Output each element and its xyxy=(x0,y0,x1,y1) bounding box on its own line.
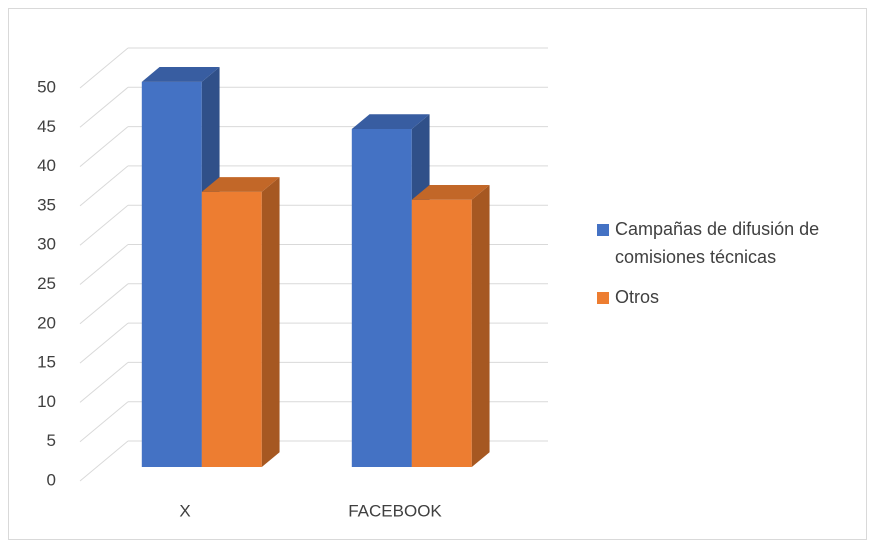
bar-front xyxy=(351,129,412,467)
x-tick-label: X xyxy=(179,501,190,520)
bar-side xyxy=(261,177,280,467)
grid-line-side xyxy=(79,126,129,167)
y-tick-label: 50 xyxy=(37,77,56,96)
grid-line-side xyxy=(79,47,129,89)
grid-line-side xyxy=(79,165,129,207)
y-tick-label: 15 xyxy=(37,353,56,372)
bar-front xyxy=(141,81,202,468)
y-tick-label: 45 xyxy=(37,117,56,136)
bar-top xyxy=(411,184,490,200)
grid-line-side xyxy=(79,244,129,285)
y-tick-label: 20 xyxy=(37,313,56,332)
y-tick-label: 30 xyxy=(37,235,56,254)
bar-side xyxy=(471,184,490,467)
grid-line-side xyxy=(79,283,129,325)
grid-line-side xyxy=(79,362,129,403)
legend-swatch xyxy=(597,292,609,304)
grid-line-side xyxy=(79,440,129,482)
legend-item: Otros xyxy=(597,283,867,311)
bar-top xyxy=(141,67,220,82)
legend-label: Campañas de difusión de comisiones técni… xyxy=(615,219,820,267)
y-tick-label: 35 xyxy=(37,195,56,214)
bar-top xyxy=(201,177,280,192)
y-tick-label: 25 xyxy=(37,274,56,293)
grid-line-side xyxy=(79,322,129,364)
y-tick-label: 0 xyxy=(47,470,56,489)
grid-line-side xyxy=(79,401,129,443)
x-tick-label: FACEBOOK xyxy=(348,501,442,520)
y-tick-label: 40 xyxy=(37,156,56,175)
legend-swatch xyxy=(597,224,609,236)
bar-top xyxy=(351,114,430,130)
legend-item: Campañas de difusión de comisiones técni… xyxy=(597,215,867,271)
legend: Campañas de difusión de comisiones técni… xyxy=(597,215,867,323)
bar-front xyxy=(201,191,262,467)
y-tick-label: 10 xyxy=(37,392,56,411)
legend-label: Otros xyxy=(615,287,660,307)
grid-line-side xyxy=(79,204,129,246)
bar-front xyxy=(411,199,472,467)
grid-line-side xyxy=(79,86,129,128)
y-tick-label: 5 xyxy=(47,431,56,450)
